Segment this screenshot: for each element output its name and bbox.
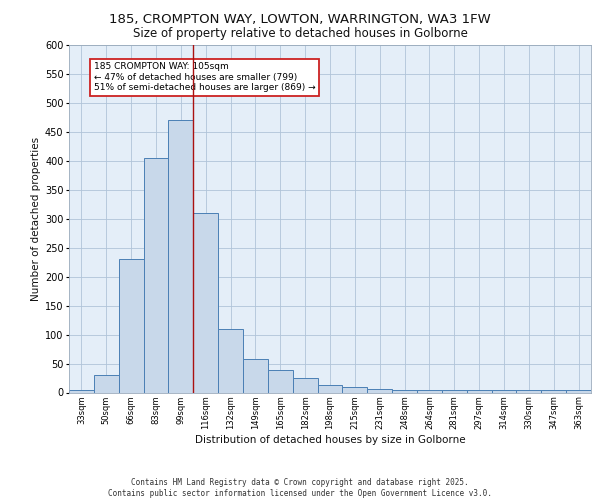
Y-axis label: Number of detached properties: Number of detached properties (31, 136, 41, 301)
Bar (69, 390, 94, 392)
Bar (317, 385, 343, 392)
Bar (417, 390, 442, 392)
Bar (491, 390, 517, 392)
Bar (119, 260, 143, 392)
Bar (169, 120, 193, 392)
Bar (143, 158, 169, 392)
Bar (193, 213, 218, 392)
Bar (541, 390, 566, 392)
Text: Contains HM Land Registry data © Crown copyright and database right 2025.
Contai: Contains HM Land Registry data © Crown c… (108, 478, 492, 498)
Bar (94, 375, 119, 392)
Bar (566, 390, 591, 392)
Bar (218, 329, 243, 392)
Bar (343, 386, 367, 392)
Bar (392, 390, 417, 392)
Bar (268, 370, 293, 392)
Text: Size of property relative to detached houses in Golborne: Size of property relative to detached ho… (133, 28, 467, 40)
Bar (293, 378, 317, 392)
Bar (517, 390, 541, 392)
Bar (467, 390, 491, 392)
Bar (442, 390, 467, 392)
Text: 185 CROMPTON WAY: 105sqm
← 47% of detached houses are smaller (799)
51% of semi-: 185 CROMPTON WAY: 105sqm ← 47% of detach… (94, 62, 316, 92)
Text: 185, CROMPTON WAY, LOWTON, WARRINGTON, WA3 1FW: 185, CROMPTON WAY, LOWTON, WARRINGTON, W… (109, 12, 491, 26)
X-axis label: Distribution of detached houses by size in Golborne: Distribution of detached houses by size … (194, 435, 466, 445)
Bar (367, 389, 392, 392)
Bar (243, 360, 268, 392)
